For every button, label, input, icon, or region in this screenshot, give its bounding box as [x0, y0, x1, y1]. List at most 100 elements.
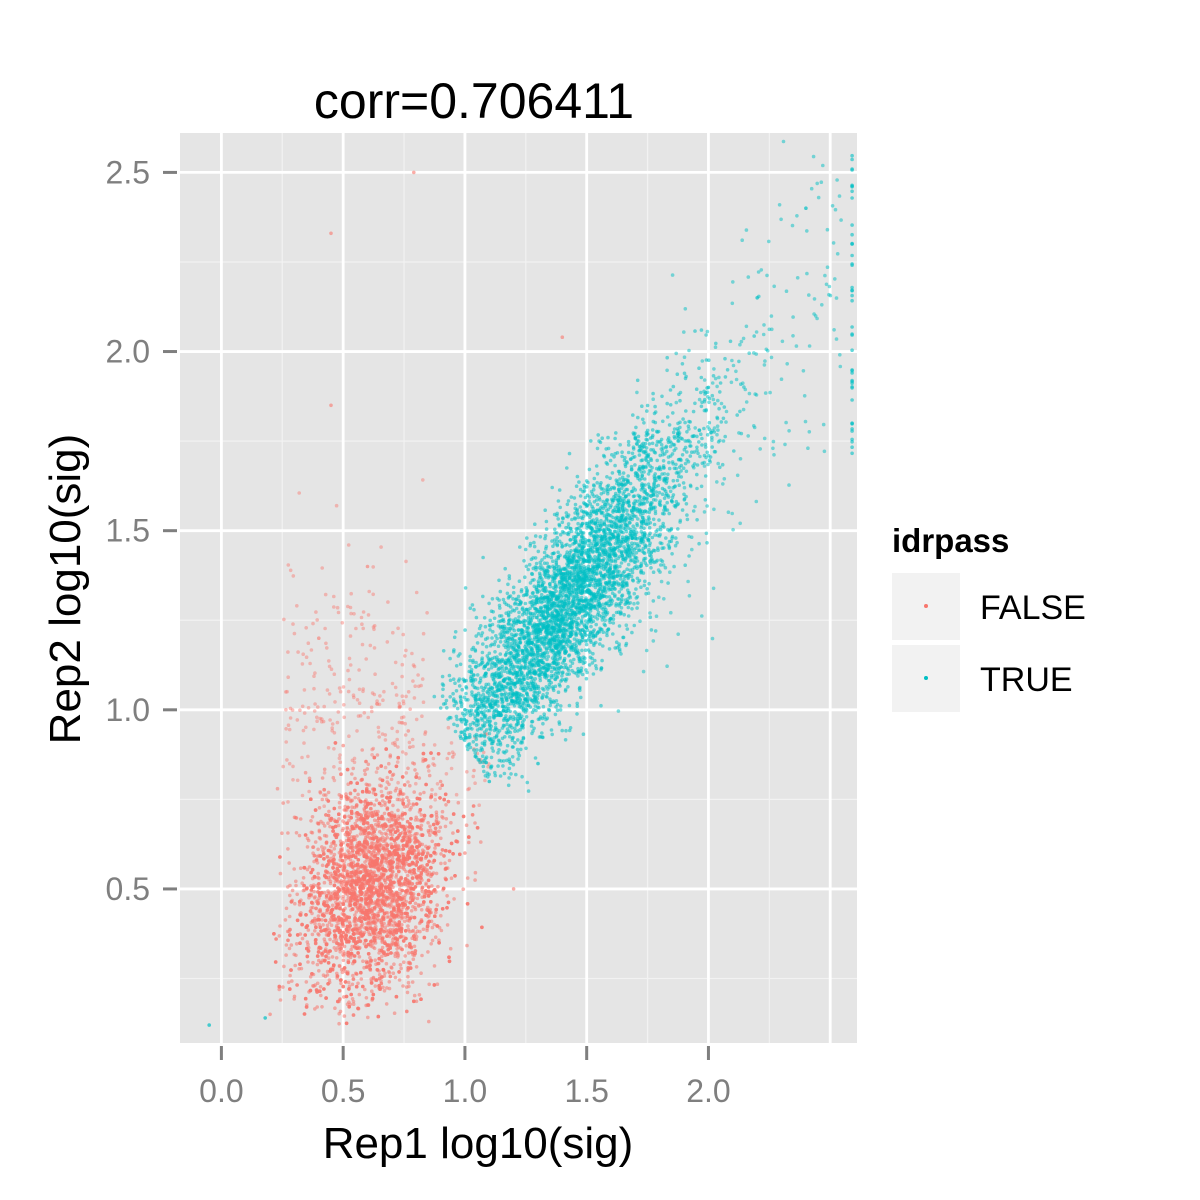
false-point: [344, 794, 349, 799]
false-point: [387, 761, 391, 766]
false-point: [393, 830, 398, 834]
false-point: [357, 955, 362, 959]
false-point: [286, 831, 290, 835]
false-point: [416, 903, 421, 907]
false-point: [387, 799, 392, 804]
false-point: [317, 835, 322, 840]
false-point: [392, 1011, 397, 1015]
false-point: [323, 626, 327, 631]
false-point: [302, 1012, 307, 1016]
false-point: [314, 988, 319, 992]
false-point: [436, 884, 440, 889]
false-point: [361, 932, 365, 937]
false-point: [315, 719, 319, 723]
false-point: [389, 777, 394, 782]
false-point: [322, 852, 326, 856]
false-point: [418, 792, 423, 796]
false-point: [357, 840, 362, 845]
true-point: [492, 616, 497, 621]
false-point: [323, 903, 328, 908]
false-point: [288, 933, 292, 937]
false-point: [394, 890, 399, 895]
false-point: [360, 777, 364, 782]
false-point: [413, 885, 418, 889]
false-point: [379, 886, 384, 891]
false-point: [419, 871, 424, 875]
false-point: [349, 845, 353, 850]
false-point: [377, 877, 381, 882]
false-point: [397, 920, 402, 924]
false-point: [394, 693, 399, 697]
false-point: [445, 756, 450, 761]
false-point: [295, 918, 300, 923]
false-point: [397, 821, 402, 826]
false-point: [367, 910, 371, 915]
true-point: [626, 474, 630, 478]
false-point: [395, 950, 399, 955]
false-point: [380, 908, 385, 913]
false-point: [427, 859, 431, 864]
false-point: [286, 563, 291, 567]
false-point: [448, 946, 453, 951]
false-point: [406, 798, 411, 803]
false-point: [284, 690, 288, 694]
false-point: [365, 927, 369, 931]
false-point: [389, 965, 394, 969]
false-point: [403, 733, 408, 737]
true-point: [671, 384, 676, 389]
false-point: [386, 947, 391, 952]
false-point: [382, 989, 387, 993]
false-point: [465, 876, 470, 880]
false-point: [332, 605, 336, 609]
false-point: [346, 668, 350, 673]
true-point: [550, 485, 554, 490]
false-point: [325, 923, 330, 928]
false-point: [412, 870, 417, 875]
false-point: [401, 902, 406, 906]
false-point: [470, 813, 475, 817]
false-point: [433, 846, 437, 850]
true-point: [735, 413, 739, 417]
false-point: [392, 838, 397, 843]
false-point: [315, 962, 320, 967]
false-point: [322, 824, 327, 828]
false-point: [277, 987, 282, 992]
false-point: [376, 730, 381, 734]
false-point: [333, 934, 338, 939]
false-point: [429, 865, 433, 870]
false-point: [356, 714, 361, 718]
false-point: [284, 906, 289, 911]
false-point: [361, 626, 366, 631]
false-point: [366, 881, 370, 886]
false-point: [295, 718, 300, 722]
false-point: [350, 805, 354, 809]
false-point: [449, 820, 453, 825]
true-point: [657, 518, 661, 522]
false-point: [360, 789, 365, 794]
false-point: [315, 715, 319, 720]
false-point: [362, 854, 367, 858]
false-point: [311, 621, 315, 626]
false-point: [414, 781, 418, 786]
false-point: [403, 831, 408, 835]
false-point: [407, 869, 412, 874]
false-point: [332, 672, 337, 676]
false-point: [293, 963, 298, 968]
false-point: [426, 846, 430, 850]
false-point: [334, 906, 338, 910]
false-point: [343, 854, 348, 859]
true-point: [441, 687, 445, 692]
false-point: [377, 984, 381, 988]
false-point: [447, 858, 452, 863]
false-point: [326, 982, 330, 986]
false-point: [381, 916, 386, 920]
false-point: [332, 852, 337, 857]
false-point: [274, 937, 278, 941]
false-point: [357, 992, 362, 997]
false-point: [320, 566, 325, 570]
false-point: [370, 836, 375, 841]
false-point: [364, 835, 368, 840]
false-point: [332, 765, 336, 769]
false-point: [378, 830, 382, 834]
false-point: [354, 910, 359, 914]
